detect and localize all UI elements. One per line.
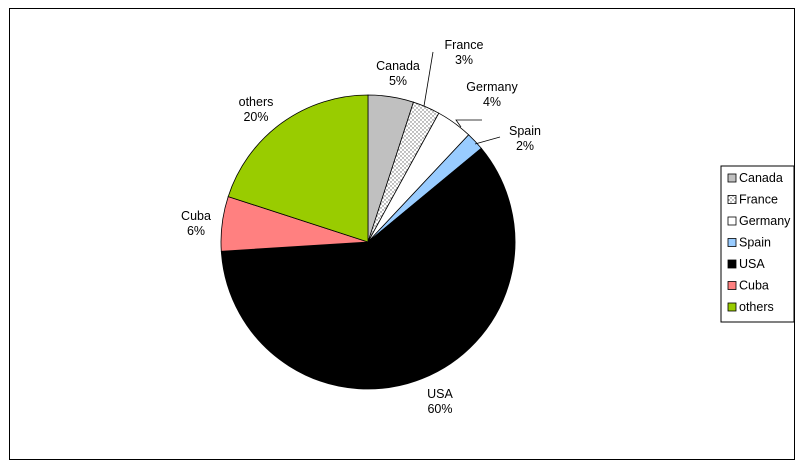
- leader-line-spain: [474, 136, 501, 145]
- legend-swatch-france: [727, 195, 737, 204]
- legend-label-canada: Canada: [739, 171, 783, 185]
- slice-label-name-usa: USA: [427, 387, 453, 401]
- chart-area: Canada 5% France 3% Germany 4% Spain 2% USA 60% Cu…: [9, 8, 795, 460]
- pie-slices: [220, 94, 516, 390]
- legend-swatch-cuba: [727, 281, 737, 290]
- legend-label-cuba: Cuba: [739, 279, 769, 293]
- slice-label-name-cuba: Cuba: [181, 209, 211, 223]
- pie-chart: Canada5%France3%Germany4%Spain2%USA60%Cu…: [181, 38, 795, 416]
- legend: Canada France Germany Spain USA Cuba others: [720, 165, 795, 323]
- slice-label-name-germany: Germany: [466, 80, 518, 94]
- legend-label-france: France: [739, 193, 778, 207]
- slice-label-name-canada: Canada: [376, 59, 420, 73]
- legend-label-others: others: [739, 300, 774, 314]
- pie-slice-others: [227, 94, 369, 243]
- slice-label-percent-others: 20%: [243, 110, 268, 124]
- leader-line-france: [423, 51, 434, 107]
- legend-swatch-spain: [727, 238, 737, 247]
- leader-line-germany: [455, 119, 482, 128]
- slice-label-percent-spain: 2%: [516, 139, 534, 153]
- slice-label-name-others: others: [239, 95, 274, 109]
- legend-label-usa: USA: [739, 257, 765, 271]
- slice-label-name-france: France: [445, 38, 484, 52]
- slice-label-percent-usa: 60%: [427, 402, 452, 416]
- slice-label-percent-france: 3%: [455, 53, 473, 67]
- legend-swatch-others: [727, 302, 737, 312]
- pie-slice-usa: [220, 147, 516, 390]
- slice-label-percent-germany: 4%: [483, 95, 501, 109]
- legend-label-spain: Spain: [739, 236, 771, 250]
- legend-swatch-germany: [727, 216, 737, 226]
- slice-label-name-spain: Spain: [509, 124, 541, 138]
- slice-label-percent-canada: 5%: [389, 74, 407, 88]
- slice-label-percent-cuba: 6%: [187, 224, 205, 238]
- legend-label-germany: Germany: [739, 214, 791, 228]
- legend-swatch-canada: [727, 173, 737, 183]
- leader-lines: [423, 51, 501, 145]
- legend-swatch-usa: [727, 259, 737, 269]
